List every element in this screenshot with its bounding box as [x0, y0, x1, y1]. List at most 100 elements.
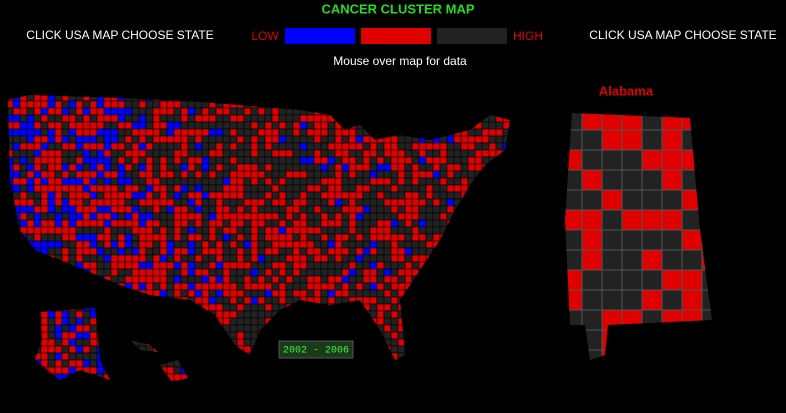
county	[82, 233, 91, 242]
county	[362, 289, 371, 298]
county	[96, 366, 105, 375]
county	[26, 177, 35, 186]
county	[404, 177, 413, 186]
county	[404, 142, 413, 151]
county	[54, 205, 63, 214]
county	[82, 184, 91, 193]
county	[460, 142, 469, 151]
county	[271, 135, 280, 144]
county	[474, 142, 483, 151]
county	[278, 142, 287, 151]
county	[355, 289, 364, 298]
county	[54, 310, 63, 319]
county	[285, 128, 294, 137]
county	[82, 100, 91, 109]
county	[243, 219, 252, 228]
county	[215, 310, 224, 319]
county	[96, 149, 105, 158]
county	[208, 149, 217, 158]
county	[236, 296, 245, 305]
county	[166, 191, 175, 200]
county	[47, 191, 56, 200]
legend-swatch	[285, 28, 355, 44]
county	[89, 100, 98, 109]
county	[103, 121, 112, 130]
county	[117, 247, 126, 256]
county	[390, 324, 399, 333]
county	[89, 226, 98, 235]
county	[250, 247, 259, 256]
county	[432, 191, 441, 200]
county	[376, 177, 385, 186]
county	[390, 345, 399, 354]
county	[75, 198, 84, 207]
county	[208, 275, 217, 284]
county	[47, 345, 56, 354]
county	[439, 212, 448, 221]
county	[40, 233, 49, 242]
county	[75, 107, 84, 116]
county	[271, 303, 280, 312]
county	[96, 198, 105, 207]
county	[215, 107, 224, 116]
county	[124, 114, 133, 123]
county	[61, 107, 70, 116]
county	[355, 219, 364, 228]
county	[348, 135, 357, 144]
county	[61, 219, 70, 228]
county	[33, 170, 42, 179]
county	[404, 247, 413, 256]
county	[418, 226, 427, 235]
county	[621, 149, 643, 171]
county	[285, 198, 294, 207]
county	[390, 268, 399, 277]
county	[348, 142, 357, 151]
county	[341, 184, 350, 193]
county	[131, 205, 140, 214]
county	[138, 254, 147, 263]
county	[306, 128, 315, 137]
county	[68, 170, 77, 179]
county	[390, 247, 399, 256]
county	[47, 219, 56, 228]
county	[152, 142, 161, 151]
county	[383, 191, 392, 200]
county	[439, 170, 448, 179]
usa-link[interactable]: CLICK USA MAP CHOOSE STATE	[26, 28, 213, 42]
county	[61, 170, 70, 179]
county	[341, 261, 350, 270]
county	[264, 114, 273, 123]
county	[376, 219, 385, 228]
county	[187, 275, 196, 284]
county	[292, 233, 301, 242]
county	[278, 114, 287, 123]
county	[173, 261, 182, 270]
county	[250, 226, 259, 235]
county	[390, 296, 399, 305]
county	[131, 114, 140, 123]
county	[75, 163, 84, 172]
county	[257, 310, 266, 319]
county	[89, 177, 98, 186]
usa-link[interactable]: CLICK USA MAP CHOOSE STATE	[589, 28, 776, 42]
county	[138, 268, 147, 277]
county	[404, 184, 413, 193]
county	[19, 135, 28, 144]
county	[327, 128, 336, 137]
county	[145, 212, 154, 221]
county	[180, 142, 189, 151]
county	[187, 254, 196, 263]
county	[12, 163, 21, 172]
county	[180, 198, 189, 207]
county	[201, 261, 210, 270]
county	[446, 156, 455, 165]
county	[390, 135, 399, 144]
county	[418, 219, 427, 228]
county	[581, 169, 603, 191]
county	[257, 170, 266, 179]
county	[257, 149, 266, 158]
county	[236, 338, 245, 347]
county	[285, 296, 294, 305]
county	[581, 269, 603, 291]
